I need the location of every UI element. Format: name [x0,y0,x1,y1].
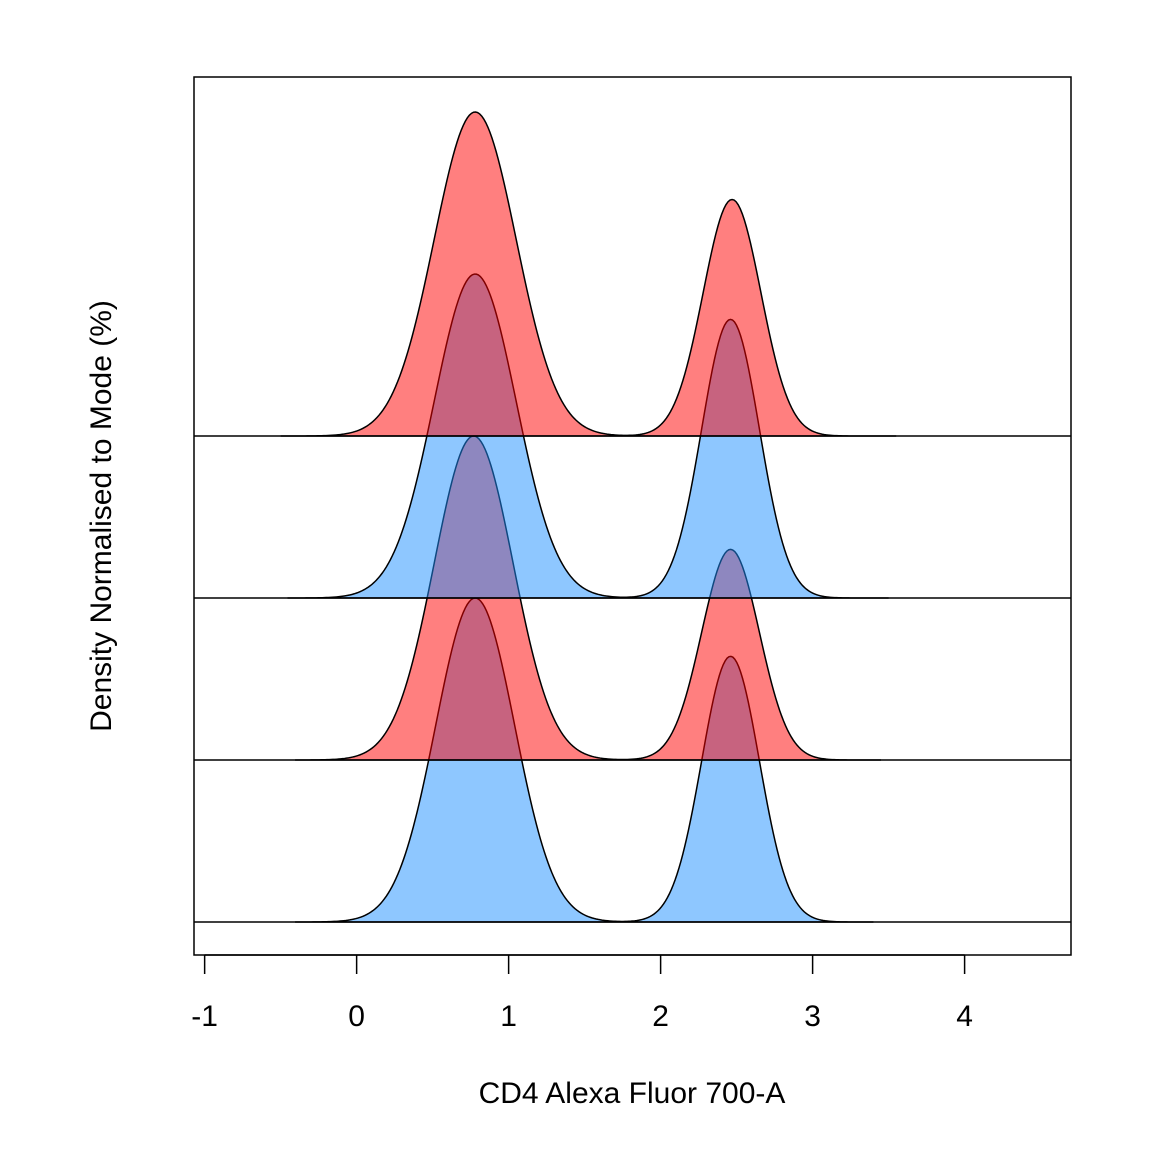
plot-frame [193,76,1072,956]
x-tick-label-2: 1 [500,1000,517,1033]
density-series-4 [280,111,897,437]
density-curves [280,111,897,923]
x-tick-label-4: 3 [804,1000,821,1033]
density-series-2 [295,435,882,761]
x-axis-label: CD4 Alexa Fluor 700-A [479,1077,786,1110]
x-tick-label-1: 0 [348,1000,365,1033]
x-tick-label-3: 2 [652,1000,669,1033]
x-tick-label-5: 4 [956,1000,973,1033]
x-axis: -1 0 1 2 3 4 [191,954,973,1033]
baselines [194,435,1071,923]
x-tick-label-0: -1 [191,1000,218,1033]
y-axis-label: Density Normalised to Mode (%) [85,300,118,732]
